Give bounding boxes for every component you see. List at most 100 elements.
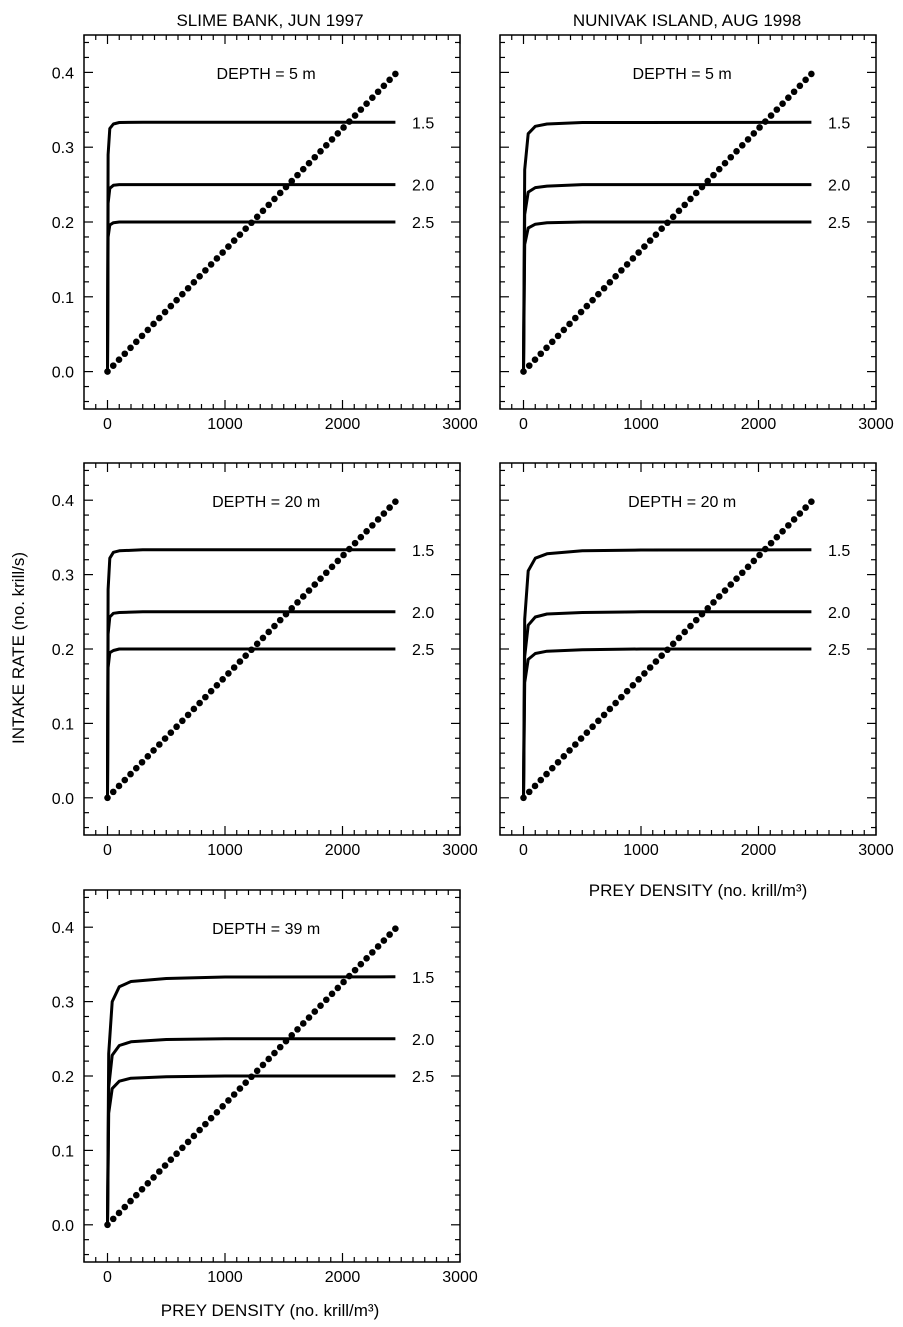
uptake-point bbox=[721, 159, 729, 167]
curve-label: 2.5 bbox=[828, 642, 850, 659]
uptake-point bbox=[380, 82, 388, 90]
uptake-point bbox=[121, 776, 129, 784]
y-tick-label: 0.4 bbox=[52, 65, 74, 82]
uptake-point bbox=[207, 1114, 215, 1122]
uptake-point bbox=[196, 273, 203, 280]
uptake-point bbox=[525, 362, 533, 369]
uptake-point bbox=[167, 302, 175, 310]
uptake-point bbox=[618, 267, 625, 274]
intake-curve bbox=[522, 647, 812, 798]
y-tick-label: 0.4 bbox=[52, 493, 74, 510]
uptake-point bbox=[646, 664, 654, 671]
intake-curve bbox=[106, 120, 396, 372]
uptake-point bbox=[392, 70, 399, 78]
uptake-point bbox=[520, 368, 527, 375]
uptake-point bbox=[675, 634, 683, 642]
uptake-point bbox=[346, 972, 353, 980]
uptake-point bbox=[658, 652, 665, 659]
uptake-point bbox=[317, 147, 324, 155]
uptake-point bbox=[242, 652, 249, 659]
uptake-point bbox=[641, 243, 648, 250]
uptake-point bbox=[351, 112, 359, 119]
uptake-point bbox=[802, 504, 809, 511]
uptake-point bbox=[790, 88, 798, 96]
uptake-point bbox=[322, 569, 330, 577]
uptake-point bbox=[121, 1203, 129, 1211]
uptake-point bbox=[351, 539, 359, 547]
uptake-point bbox=[785, 522, 792, 529]
uptake-point bbox=[184, 284, 192, 292]
uptake-point bbox=[294, 1026, 301, 1033]
uptake-point bbox=[618, 693, 625, 701]
intake-curve bbox=[106, 647, 396, 798]
uptake-point bbox=[796, 510, 804, 517]
uptake-point bbox=[790, 516, 798, 523]
uptake-point bbox=[253, 640, 261, 648]
curve-label: 1.5 bbox=[412, 970, 434, 987]
uptake-point bbox=[340, 124, 347, 131]
uptake-point bbox=[566, 747, 573, 754]
uptake-point bbox=[566, 320, 573, 328]
uptake-point bbox=[548, 338, 556, 346]
uptake-point bbox=[721, 587, 729, 594]
uptake-point bbox=[351, 966, 359, 974]
uptake-point bbox=[271, 195, 278, 203]
uptake-point bbox=[357, 106, 365, 113]
curve-label: 2.0 bbox=[412, 178, 434, 195]
uptake-point bbox=[179, 1144, 186, 1152]
uptake-point bbox=[305, 1014, 313, 1021]
uptake-point bbox=[715, 165, 723, 173]
y-tick-label: 0.3 bbox=[52, 568, 74, 585]
uptake-point bbox=[374, 943, 382, 950]
y-tick-label: 0.1 bbox=[52, 1143, 74, 1160]
x-tick-label: 0 bbox=[103, 842, 112, 859]
uptake-point bbox=[374, 516, 382, 523]
uptake-point bbox=[156, 314, 163, 322]
uptake-point bbox=[144, 753, 152, 760]
x-tick-label: 0 bbox=[519, 842, 528, 859]
uptake-point bbox=[767, 539, 775, 547]
uptake-point bbox=[294, 171, 301, 179]
depth-annotation: DEPTH = 20 m bbox=[628, 494, 736, 511]
intake-curve bbox=[106, 548, 396, 798]
uptake-point bbox=[259, 634, 267, 642]
uptake-point bbox=[173, 723, 180, 731]
uptake-point bbox=[213, 681, 221, 689]
uptake-point bbox=[104, 1221, 111, 1229]
uptake-point bbox=[144, 326, 152, 334]
uptake-point bbox=[115, 356, 123, 363]
x-tick-label: 0 bbox=[103, 416, 112, 433]
uptake-point bbox=[282, 610, 290, 618]
uptake-point bbox=[595, 290, 602, 298]
uptake-point bbox=[346, 545, 353, 553]
uptake-point bbox=[773, 533, 781, 541]
uptake-point bbox=[253, 1067, 261, 1075]
uptake-point bbox=[334, 557, 342, 565]
uptake-point bbox=[127, 770, 134, 778]
uptake-point bbox=[196, 1126, 203, 1134]
uptake-point bbox=[520, 794, 527, 802]
column-title-right: NUNIVAK ISLAND, AUG 1998 bbox=[573, 11, 801, 30]
intake-curve bbox=[106, 220, 396, 372]
uptake-point bbox=[374, 88, 382, 96]
uptake-point bbox=[265, 628, 273, 636]
uptake-point bbox=[595, 717, 602, 725]
uptake-point bbox=[109, 362, 117, 369]
uptake-point bbox=[796, 82, 804, 90]
uptake-point bbox=[288, 604, 296, 612]
x-axis-label-bottom: PREY DENSITY (no. krill/m³) bbox=[161, 1301, 380, 1320]
uptake-point bbox=[756, 551, 763, 559]
uptake-point bbox=[196, 699, 203, 707]
uptake-point bbox=[161, 1162, 169, 1169]
intake-curve bbox=[106, 1074, 396, 1225]
uptake-point bbox=[767, 112, 775, 119]
uptake-point bbox=[554, 332, 562, 340]
y-tick-label: 0.3 bbox=[52, 995, 74, 1012]
curve-label: 2.5 bbox=[412, 1069, 434, 1086]
y-tick-label: 0.3 bbox=[52, 140, 74, 157]
uptake-point bbox=[704, 604, 712, 612]
y-tick-label: 0.2 bbox=[52, 1069, 74, 1086]
uptake-point bbox=[207, 687, 215, 695]
depth-annotation: DEPTH = 5 m bbox=[633, 66, 732, 83]
